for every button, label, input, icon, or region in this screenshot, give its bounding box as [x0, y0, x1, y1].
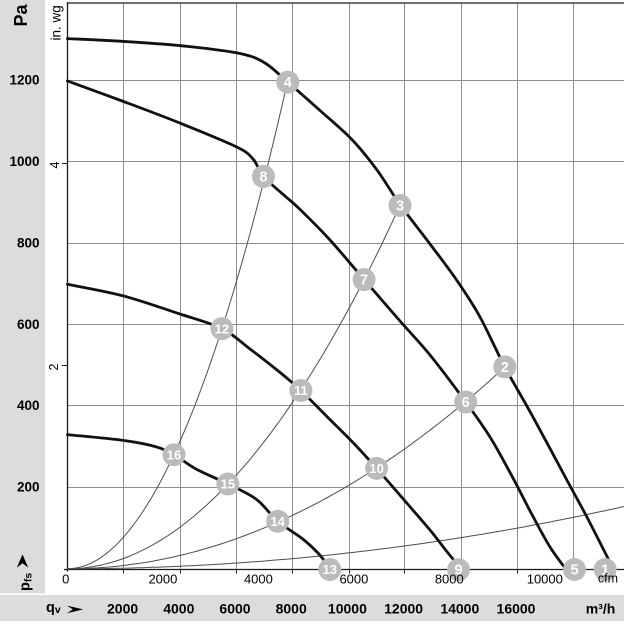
svg-text:12000: 12000 — [384, 601, 423, 617]
svg-text:800: 800 — [17, 235, 40, 250]
svg-text:7: 7 — [360, 273, 368, 289]
svg-text:1000: 1000 — [9, 154, 39, 169]
svg-text:600: 600 — [17, 317, 40, 332]
svg-text:13: 13 — [323, 562, 337, 577]
svg-text:0: 0 — [62, 572, 69, 587]
svg-text:2000: 2000 — [148, 572, 177, 587]
svg-text:15: 15 — [221, 477, 235, 492]
svg-text:14000: 14000 — [440, 601, 479, 617]
svg-text:8000: 8000 — [435, 572, 464, 587]
svg-text:4: 4 — [284, 75, 292, 91]
svg-text:10: 10 — [369, 461, 383, 476]
svg-text:2000: 2000 — [107, 601, 138, 617]
svg-text:6000: 6000 — [219, 601, 250, 617]
svg-text:10000: 10000 — [527, 572, 563, 587]
svg-text:200: 200 — [17, 480, 40, 495]
svg-text:400: 400 — [17, 398, 40, 413]
svg-text:pfs: pfs — [18, 573, 35, 591]
svg-text:qv: qv — [46, 600, 61, 616]
svg-text:8: 8 — [259, 170, 267, 186]
svg-text:in. wg: in. wg — [49, 5, 64, 40]
svg-text:8000: 8000 — [276, 601, 307, 617]
svg-text:10000: 10000 — [328, 601, 367, 617]
svg-text:16000: 16000 — [497, 601, 536, 617]
svg-text:4: 4 — [48, 162, 62, 169]
svg-text:2: 2 — [501, 360, 509, 376]
svg-text:12: 12 — [215, 321, 229, 336]
svg-text:6: 6 — [462, 395, 470, 411]
svg-text:3: 3 — [396, 199, 404, 215]
svg-text:cfm: cfm — [598, 572, 618, 586]
svg-text:5: 5 — [570, 563, 578, 579]
svg-text:14: 14 — [270, 514, 285, 529]
svg-text:1200: 1200 — [9, 73, 39, 88]
svg-text:2: 2 — [47, 364, 61, 371]
svg-text:m³/h: m³/h — [586, 601, 616, 617]
svg-text:9: 9 — [454, 563, 462, 579]
svg-text:4000: 4000 — [163, 601, 194, 617]
svg-text:Pa: Pa — [11, 3, 31, 26]
svg-text:16: 16 — [167, 447, 181, 462]
svg-text:1: 1 — [601, 563, 609, 579]
svg-text:11: 11 — [294, 383, 308, 398]
svg-text:4000: 4000 — [244, 572, 273, 587]
svg-text:6000: 6000 — [339, 572, 368, 587]
